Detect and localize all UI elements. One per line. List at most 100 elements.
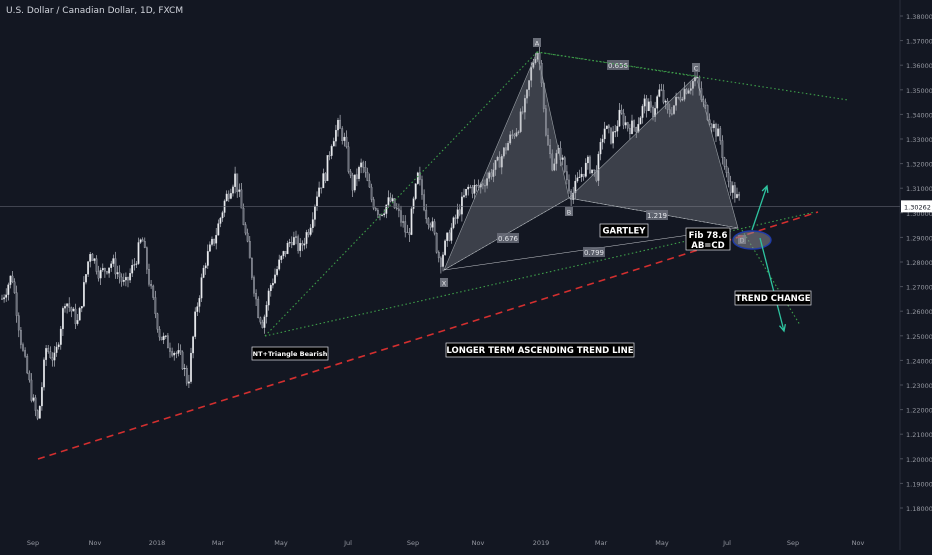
candle-body <box>555 153 558 164</box>
x-tick-label: Mar <box>212 539 225 547</box>
y-tick-label: 1.26000 <box>906 308 932 316</box>
candle-body <box>76 320 79 324</box>
last-price-tag <box>901 200 932 213</box>
y-tick-label: 1.18000 <box>906 505 932 513</box>
candle-body <box>286 243 289 255</box>
candle-body <box>251 257 253 278</box>
candle-body <box>442 254 444 267</box>
candle-body <box>40 387 43 407</box>
y-tick-label: 1.31000 <box>906 185 932 193</box>
candle-body <box>177 350 180 354</box>
candle-body <box>484 185 486 187</box>
harmonic-ac-line <box>536 51 697 77</box>
candle-body <box>612 131 614 144</box>
candle-body <box>192 336 195 354</box>
candle-body <box>240 189 243 209</box>
candle-body <box>26 356 29 374</box>
candle-body <box>43 359 45 388</box>
candle-body <box>649 101 652 108</box>
ratio-box <box>646 210 668 220</box>
candle-body <box>523 98 526 113</box>
candle-body <box>152 285 155 298</box>
resistance-line <box>536 51 849 101</box>
candle-body <box>230 193 232 199</box>
candle-body <box>526 89 528 99</box>
candle-body <box>610 127 612 144</box>
candle-body <box>164 335 167 337</box>
candle-body <box>295 236 297 238</box>
candle-body <box>280 255 283 260</box>
candle-body <box>383 213 386 216</box>
x-tick-label: Jul <box>343 539 352 547</box>
candle-body <box>427 218 430 225</box>
candle-body <box>339 119 341 129</box>
point-label-box <box>565 207 573 216</box>
candle-body <box>599 142 602 155</box>
candle-body <box>544 108 547 136</box>
candle-body <box>731 185 734 193</box>
candle-body <box>574 180 577 194</box>
candle-body <box>293 237 295 246</box>
candle-body <box>263 316 266 328</box>
candle-body <box>561 157 564 160</box>
candle-body <box>387 197 390 205</box>
x-tick-label: 2019 <box>533 539 550 547</box>
candle-body <box>122 279 125 282</box>
candle-body <box>337 119 339 131</box>
candle-body <box>24 350 26 357</box>
candle-body <box>232 186 234 194</box>
candle-body <box>206 251 209 266</box>
y-tick-label: 1.24000 <box>906 357 932 365</box>
candle-body <box>633 120 635 128</box>
candle-body <box>446 232 449 241</box>
y-tick-label: 1.28000 <box>906 259 932 267</box>
candle-body <box>328 155 331 157</box>
candle-body <box>198 298 201 307</box>
candle-body <box>658 89 661 97</box>
y-tick-label: 1.34000 <box>906 111 932 119</box>
candle-body <box>534 59 537 64</box>
candle-body <box>269 285 272 292</box>
gartley-label: GARTLEY <box>603 227 647 237</box>
y-tick-label: 1.27000 <box>906 284 932 292</box>
candle-body <box>475 185 478 187</box>
candle-body <box>691 81 694 89</box>
candle-body <box>385 204 388 214</box>
candle-body <box>343 136 346 141</box>
candle-body <box>687 90 690 94</box>
candle-body <box>169 347 171 352</box>
candle-body <box>103 268 106 272</box>
candle-body <box>736 194 738 198</box>
candle-body <box>34 397 37 411</box>
candle-body <box>148 269 150 285</box>
nt-triangle-label: NT+Triangle Bearish <box>253 350 328 358</box>
candle-body <box>549 144 551 155</box>
candle-body <box>576 177 579 182</box>
candle-body <box>234 173 237 187</box>
candle-body <box>677 96 680 98</box>
ratio-box <box>607 60 629 70</box>
candle-body <box>332 141 335 147</box>
candle-body <box>353 174 356 191</box>
candle-body <box>635 127 638 133</box>
candle-body <box>167 335 169 349</box>
candle-body <box>601 138 604 143</box>
candle-body <box>20 329 22 345</box>
candle-body <box>181 351 184 370</box>
candle-body <box>412 198 415 209</box>
candle-body <box>482 183 484 186</box>
candle-body <box>185 368 188 384</box>
y-tick-label: 1.30000 <box>906 210 932 218</box>
candle-body <box>622 113 625 126</box>
candle-body <box>57 344 60 348</box>
candle-body <box>248 241 251 259</box>
candle-body <box>204 265 207 269</box>
bearish-arrow <box>759 237 785 332</box>
candle-body <box>290 242 293 246</box>
chart-title: U.S. Dollar / Canadian Dollar, 1D, FXCM <box>6 6 184 16</box>
candle-body <box>5 294 8 298</box>
candle-body <box>723 157 726 167</box>
candle-body <box>78 308 81 321</box>
candle-body <box>196 306 199 312</box>
candle-body <box>101 268 104 271</box>
